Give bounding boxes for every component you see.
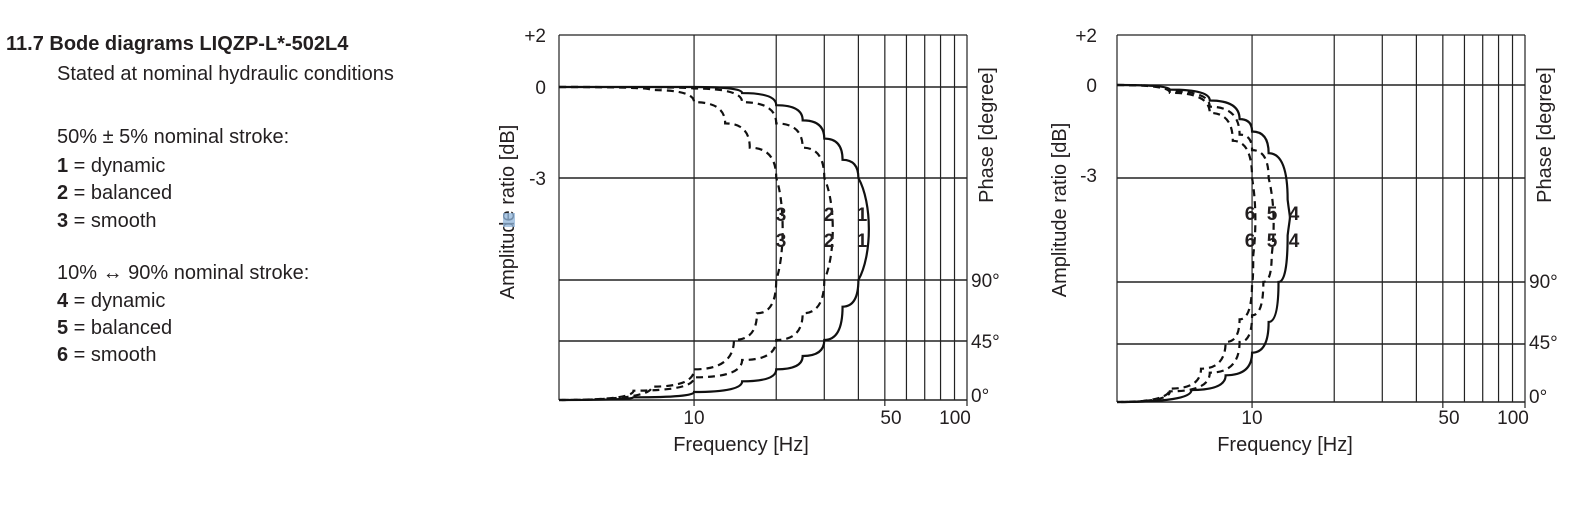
curve-label-4: 4 — [1289, 204, 1300, 225]
curve-6 — [1116, 83, 1257, 404]
legend-item-3: 3 = smooth — [57, 210, 157, 233]
phase-tick-90: 90° — [971, 271, 1000, 292]
y-axis-label: Amplitude ratio [dB] — [497, 125, 519, 300]
curve-label-6: 6 — [1245, 204, 1256, 225]
chart2-grid — [1116, 34, 1526, 408]
legend-num: 3 — [57, 210, 69, 232]
curve-labels: 6 5 4 6 5 4 — [1245, 204, 1300, 252]
legend-label: = balanced — [68, 317, 173, 339]
legend-item-5: 5 = balanced — [57, 317, 172, 340]
legend-item-6: 6 = smooth — [57, 344, 157, 367]
y-tick-minus3: -3 — [529, 169, 546, 190]
y-axis-label: Amplitude ratio [dB] — [1049, 123, 1071, 298]
legend-num: 4 — [57, 290, 69, 312]
x-tick-50: 50 — [880, 408, 901, 429]
y-tick-minus3: -3 — [1080, 166, 1097, 187]
curve-label-1: 1 — [857, 205, 868, 226]
curve-label-1b: 1 — [857, 231, 868, 252]
phase-tick-0: 0° — [971, 386, 989, 407]
section-subtitle: Stated at nominal hydraulic conditions — [57, 63, 394, 85]
x-tick-100: 100 — [1497, 408, 1529, 429]
curve-2 — [558, 85, 834, 402]
curve-label-3: 3 — [776, 205, 787, 226]
y-tick-plus2: +2 — [524, 26, 546, 47]
legend-item-2: 2 = balanced — [57, 182, 172, 205]
legend-label: = dynamic — [68, 155, 166, 177]
legend-num: 5 — [57, 317, 69, 339]
x-tick-100: 100 — [939, 408, 971, 429]
chart1-grid — [558, 34, 968, 406]
legend-item-4: 4 = dynamic — [57, 290, 165, 313]
curve-label-5b: 5 — [1267, 231, 1278, 252]
legend-label: = dynamic — [68, 290, 166, 312]
x-tick-10: 10 — [1241, 408, 1262, 429]
legend-panel: 11.7 Bode diagrams LIQZP-L*-502L4 Stated… — [0, 0, 480, 400]
x-tick-10: 10 — [683, 408, 704, 429]
curve-1 — [558, 85, 870, 402]
y-tick-0: 0 — [1086, 76, 1097, 97]
legend-num: 6 — [57, 344, 69, 366]
phase-tick-90: 90° — [1529, 272, 1558, 293]
curve-label-2: 2 — [824, 205, 835, 226]
section-title: 11.7 Bode diagrams LIQZP-L*-502L4 — [6, 33, 349, 55]
phase-tick-45: 45° — [1529, 333, 1558, 354]
x-tick-50: 50 — [1438, 408, 1459, 429]
y2-axis-label: Phase [degree] — [1534, 67, 1556, 203]
x-axis-label: Frequency [Hz] — [673, 434, 809, 456]
text-cursor-highlight — [503, 213, 515, 227]
group1-heading: 50% ± 5% nominal stroke: — [57, 126, 290, 148]
curve-label-2b: 2 — [824, 231, 835, 252]
legend-label: = smooth — [68, 210, 157, 232]
y-tick-plus2: +2 — [1075, 26, 1097, 47]
y2-axis-label: Phase [degree] — [976, 67, 998, 203]
bode-chart-1: +2 0 -3 90° 45° 0° 10 50 100 Frequency [… — [497, 26, 1000, 456]
x-axis-label: Frequency [Hz] — [1217, 434, 1353, 456]
legend-num: 2 — [57, 182, 69, 204]
legend-num: 1 — [57, 155, 69, 177]
curve-3 — [558, 85, 784, 402]
phase-tick-45: 45° — [971, 332, 1000, 353]
group2-heading: 10% ↔ 90% nominal stroke: — [57, 262, 310, 284]
chart1-curves — [558, 85, 870, 402]
curve-label-3b: 3 — [776, 231, 787, 252]
chart2-curves — [1116, 83, 1291, 404]
curve-4 — [1116, 83, 1291, 404]
curve-label-5: 5 — [1267, 204, 1278, 225]
legend-label: = balanced — [68, 182, 173, 204]
curve-label-4b: 4 — [1289, 231, 1300, 252]
curve-labels: 3 2 1 3 2 1 — [776, 205, 868, 252]
phase-tick-0: 0° — [1529, 387, 1547, 408]
y-tick-0: 0 — [535, 78, 546, 99]
legend-item-1: 1 = dynamic — [57, 155, 165, 178]
legend-label: = smooth — [68, 344, 157, 366]
bode-chart-2: +2 0 -3 90° 45° 0° 10 50 100 Frequency [… — [1049, 26, 1558, 456]
curve-label-6b: 6 — [1245, 231, 1256, 252]
